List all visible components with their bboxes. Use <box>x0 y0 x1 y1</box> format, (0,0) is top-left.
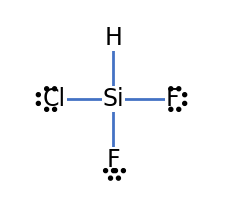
Text: Cl: Cl <box>43 87 66 111</box>
Circle shape <box>183 101 187 105</box>
Circle shape <box>36 101 40 105</box>
Circle shape <box>45 87 49 91</box>
Circle shape <box>45 107 49 111</box>
Circle shape <box>169 87 173 91</box>
Circle shape <box>111 169 116 173</box>
Circle shape <box>114 169 117 173</box>
Circle shape <box>169 107 173 111</box>
Circle shape <box>53 107 57 111</box>
Circle shape <box>109 176 113 180</box>
Circle shape <box>183 93 187 97</box>
Text: F: F <box>166 87 180 111</box>
Circle shape <box>121 169 125 173</box>
Circle shape <box>116 176 120 180</box>
Text: H: H <box>105 26 122 50</box>
Circle shape <box>104 169 108 173</box>
Circle shape <box>36 93 40 97</box>
Text: Si: Si <box>103 87 124 111</box>
Circle shape <box>177 87 181 91</box>
Circle shape <box>53 87 57 91</box>
Circle shape <box>177 107 181 111</box>
Text: F: F <box>107 148 120 172</box>
